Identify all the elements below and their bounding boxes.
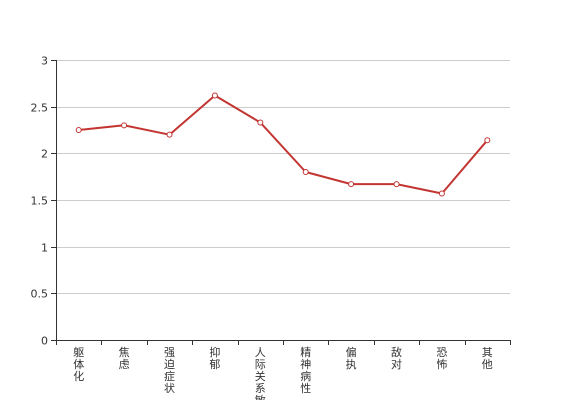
x-tick-label: 焦虑 [119, 346, 130, 371]
x-tick-label: 人际关系敏感 [255, 346, 266, 400]
y-tick-label: 3 [41, 55, 48, 68]
data-point [121, 122, 128, 129]
data-point [438, 190, 445, 197]
data-point [348, 181, 355, 188]
x-tick-label: 其他 [482, 346, 493, 371]
y-tick-labels: 0 0.5 1 1.5 2 2.5 3 [31, 55, 49, 348]
series-layer [78, 94, 489, 195]
data-point [211, 92, 218, 99]
x-tick-label: 抑郁 [209, 345, 220, 371]
data-points [75, 92, 491, 197]
x-tick-label: 强迫症状 [164, 346, 175, 395]
data-point [75, 127, 82, 133]
data-point [166, 131, 173, 138]
x-tick-labels: 躯体化 焦虑 强迫症状 抑郁 人际关系敏感 精神病性 偏执 敌对 恐怖 其他 [73, 345, 493, 404]
x-tick-label: 敌对 [391, 345, 402, 371]
y-tick-label: 2.5 [31, 102, 49, 115]
y-tick-label: 0 [41, 335, 48, 348]
data-point [257, 119, 264, 126]
x-tick-label: 恐怖 [436, 346, 447, 371]
y-tick-label: 1 [41, 242, 48, 255]
data-point [393, 181, 400, 188]
series-line [78, 94, 489, 195]
x-tick-label: 精神病性 [300, 346, 311, 395]
x-tick-label: 躯体化 [73, 346, 84, 383]
y-tick-label: 2 [41, 148, 48, 161]
data-point [484, 137, 491, 144]
grid-lines [56, 60, 510, 294]
data-point [302, 169, 309, 175]
axes [51, 60, 511, 345]
y-tick-label: 1.5 [31, 195, 49, 208]
x-tick-label: 偏执 [346, 345, 357, 371]
y-tick-label: 0.5 [31, 288, 49, 301]
